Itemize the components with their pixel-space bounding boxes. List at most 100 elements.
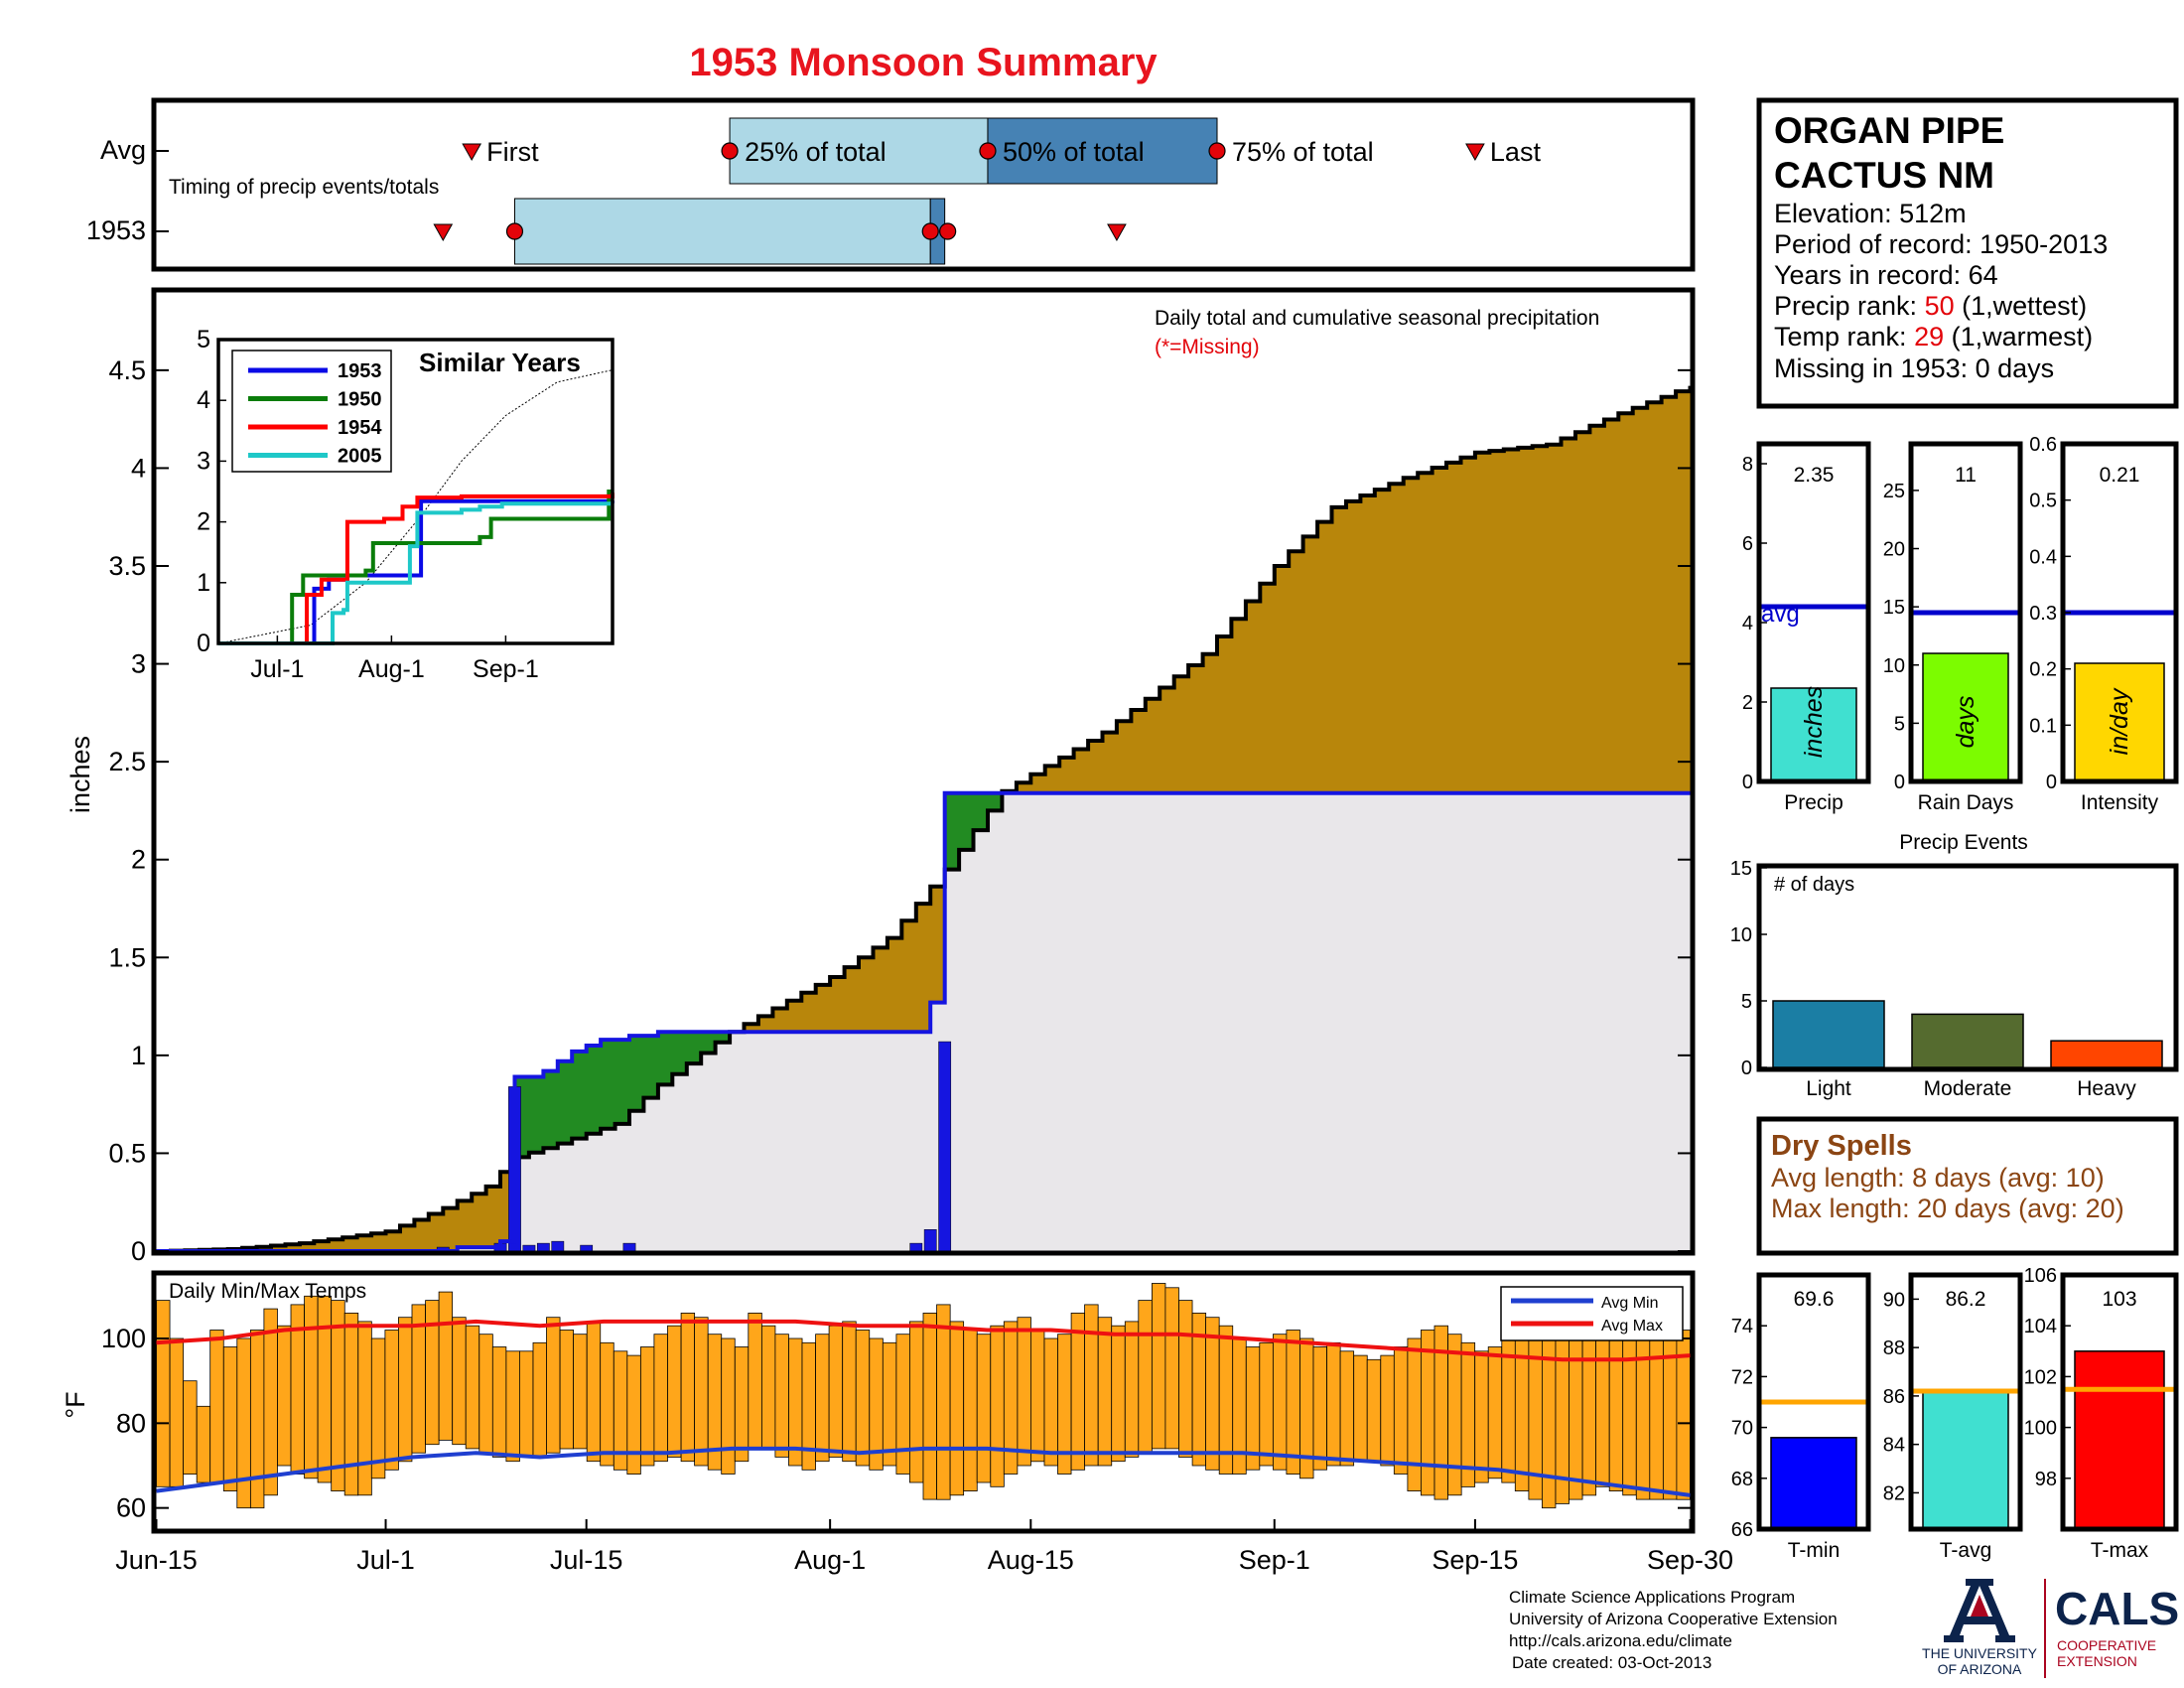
inset-ytick-label: 2 — [197, 508, 210, 536]
daily-temp-bar — [828, 1325, 844, 1458]
daily-temp-bar — [990, 1325, 1005, 1487]
station-missing: Missing in 1953: 0 days — [1774, 353, 2054, 383]
daily-precip-bar — [536, 1242, 550, 1252]
timing-marker-label: Last — [1490, 137, 1542, 167]
temp-summary-ytick-label: 100 — [2024, 1418, 2057, 1440]
ua-line-2: OF ARIZONA — [1938, 1661, 2022, 1677]
daily-precip-bar — [923, 1229, 937, 1252]
daily-temp-bar — [653, 1334, 668, 1463]
daily-temp-bar — [573, 1334, 588, 1450]
temp-summary-value: 69.6 — [1794, 1288, 1835, 1311]
inset-legend-label: 1950 — [338, 389, 382, 411]
temp-summary-label: T-max — [2091, 1539, 2149, 1562]
precip-event-bar-light — [1772, 1000, 1885, 1068]
precip-missing-note: (*=Missing) — [1155, 336, 1260, 358]
summary-value: 2.35 — [1794, 464, 1835, 487]
precip-events-ylabel: # of days — [1774, 874, 1854, 896]
daily-temp-bar — [1152, 1283, 1166, 1450]
daily-temp-bar — [1084, 1304, 1099, 1467]
dry-spells-panel: Dry Spells Avg length: 8 days (avg: 10) … — [1756, 1116, 2179, 1256]
summary-ytick-label: 0 — [1742, 772, 1753, 793]
dry-spells-max: Max length: 20 days (avg: 20) — [1771, 1194, 2124, 1223]
temp-summary-ytick-label: 66 — [1731, 1519, 1753, 1541]
daily-temp-bar — [343, 1313, 359, 1496]
daily-temp-bar — [1070, 1313, 1086, 1471]
daily-temp-bar — [694, 1317, 709, 1467]
summary-ytick-label: 0.4 — [2029, 546, 2057, 568]
temp-summary-value: 86.2 — [1946, 1288, 1986, 1311]
daily-temp-bar — [680, 1313, 696, 1463]
x-tick-label: Sep-1 — [1239, 1545, 1310, 1575]
footer-line-4: Date created: 03-Oct-2013 — [1512, 1653, 1711, 1672]
daily-temp-bar — [196, 1405, 211, 1483]
daily-temp-bar — [1178, 1300, 1193, 1458]
precip-note: Daily total and cumulative seasonal prec… — [1155, 307, 1599, 330]
daily-temp-bar — [842, 1321, 857, 1463]
station-years: Years in record: 64 — [1774, 260, 1998, 290]
x-tick-label: Aug-1 — [794, 1545, 866, 1575]
university-of-arizona-logo: THE UNIVERSITY OF ARIZONA — [1922, 1579, 2038, 1677]
daily-temp-bar — [1286, 1330, 1300, 1476]
daily-precip-bar — [522, 1244, 536, 1252]
ua-line-1: THE UNIVERSITY — [1922, 1645, 2038, 1661]
temp-summary-ytick-label: 98 — [2035, 1469, 2057, 1490]
daily-temp-bar — [1124, 1321, 1140, 1458]
summary-value: 11 — [1955, 464, 1977, 487]
daily-temp-bar — [586, 1321, 602, 1463]
summary-ytick-label: 0 — [1894, 772, 1905, 793]
precip-events-panel: Precip Events # of days Light Moderate Hea… — [1730, 831, 2179, 1100]
temp-summary-ytick-label: 86 — [1883, 1386, 1905, 1408]
temp-summary-ytick-label: 72 — [1731, 1366, 1753, 1388]
daily-temp-bar — [236, 1337, 251, 1509]
temp-summary-frame — [2060, 1272, 2179, 1532]
precip-event-label: Heavy — [2077, 1077, 2136, 1100]
temp-legend-min-label: Avg Min — [1601, 1295, 1659, 1312]
daily-temp-bar — [263, 1308, 278, 1496]
temp-summary-value: 103 — [2102, 1288, 2136, 1311]
similar-years-inset: 0 1 2 3 4 5 Jul-1 Aug-1 Sep-1 1953 1950 1954 2005 Sim… — [197, 326, 614, 683]
ua-a-icon — [1944, 1579, 2015, 1642]
y1953-25pct-marker — [505, 222, 524, 240]
daily-temp-bar — [478, 1334, 493, 1454]
temp-summary-ytick-label: 84 — [1883, 1435, 1905, 1457]
daily-temp-bar — [734, 1346, 750, 1463]
daily-precip-bar — [938, 1041, 952, 1252]
cals-text: CALS — [2055, 1583, 2179, 1634]
timing-row-1953-label: 1953 — [86, 215, 146, 245]
temp-ytick-label: 60 — [116, 1493, 146, 1523]
precip-ytick-label: 0 — [131, 1236, 146, 1266]
daily-precip-bar — [622, 1242, 636, 1252]
daily-temp-bar — [156, 1300, 171, 1487]
daily-temp-bar — [626, 1354, 641, 1475]
daily-temp-bar — [1259, 1341, 1274, 1467]
temp-summary-ytick-label: 82 — [1883, 1482, 1905, 1504]
daily-temp-bar — [1474, 1350, 1489, 1483]
temp-summary-frame — [1756, 1272, 1871, 1532]
precip-frame — [151, 287, 1696, 1256]
inset-ytick-label: 1 — [197, 569, 210, 597]
daily-temp-bar — [1393, 1346, 1409, 1475]
daily-temp-bar — [505, 1350, 520, 1463]
precip-events-ytick-label: 15 — [1730, 858, 1752, 880]
inset-legend-label: 1953 — [338, 360, 382, 382]
x-tick-label: Jul-15 — [550, 1545, 623, 1575]
inset-series-1954 — [218, 492, 614, 645]
daily-temp-bar — [1380, 1354, 1395, 1467]
summary-unit-label: inches — [1800, 686, 1828, 758]
daily-temp-bar — [1097, 1317, 1113, 1467]
daily-temp-bar — [397, 1317, 413, 1463]
daily-temp-bar — [249, 1330, 265, 1509]
temp-summary-ytick-label: 104 — [2024, 1316, 2057, 1337]
daily-temp-bar — [317, 1295, 333, 1483]
summary-ytick-label: 2 — [1742, 692, 1753, 714]
temp-summary-ytick-label: 70 — [1731, 1418, 1753, 1440]
avg-75pct-marker — [1208, 142, 1226, 160]
daily-temp-bar — [1460, 1341, 1476, 1487]
inset-average-line — [217, 369, 614, 644]
daily-temp-bar — [384, 1330, 399, 1471]
avg-50pct-marker — [979, 142, 997, 160]
summary-ytick-label: 0.5 — [2029, 491, 2057, 512]
precip-event-bar-heavy — [2050, 1040, 2163, 1068]
timing-marker-label: 50% of total — [1003, 137, 1145, 167]
precip-event-label: Moderate — [1924, 1077, 2012, 1100]
